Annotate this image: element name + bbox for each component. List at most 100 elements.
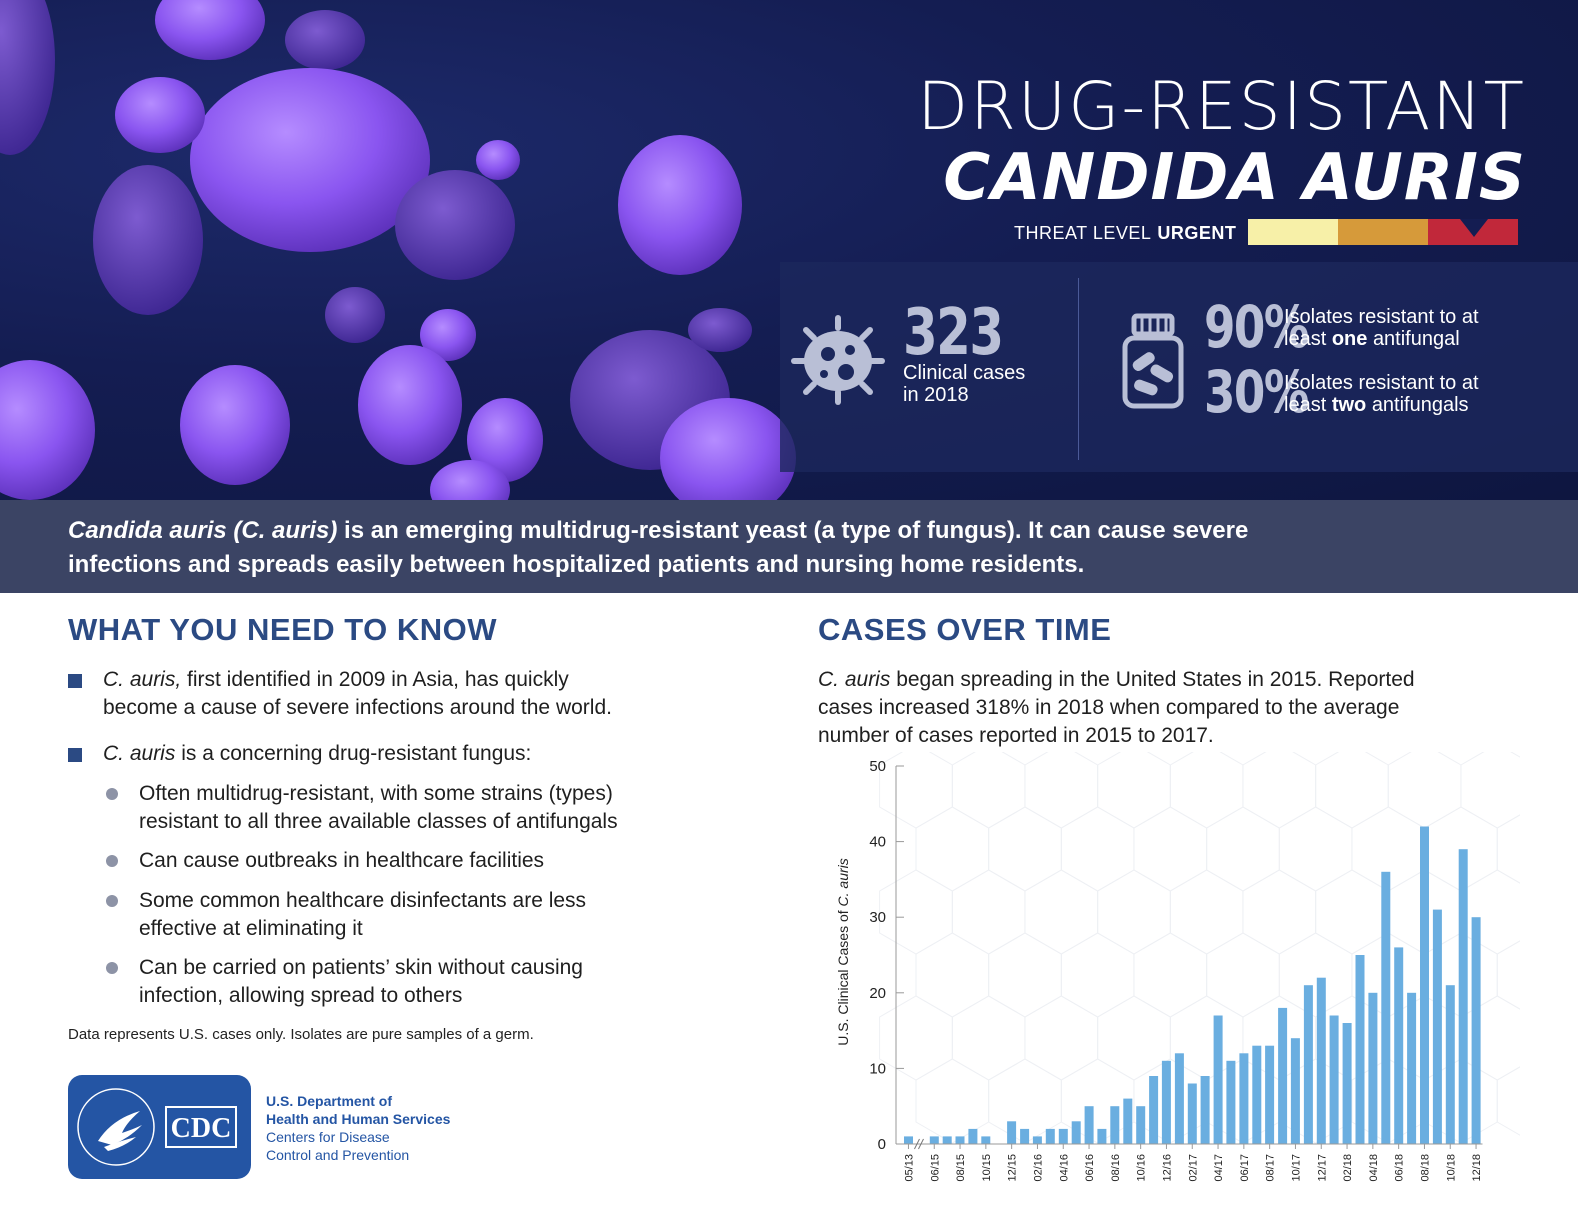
hex-cell xyxy=(1242,869,1317,955)
bar-05/16 xyxy=(1071,1121,1081,1144)
hex-cell xyxy=(879,752,953,829)
bar-12/18 xyxy=(1471,917,1481,1144)
hex-cell xyxy=(1097,752,1171,829)
x-tick-label: 10/17 xyxy=(1290,1154,1302,1182)
cases-over-time-chart: 0 10 20 30 40 50 05/13 06/15 08/15 10/15 12/15 02/… xyxy=(835,752,1520,1182)
bar-01/16 xyxy=(1020,1128,1030,1144)
bar-11/17 xyxy=(1303,985,1313,1144)
threat-segment-urgent xyxy=(1428,219,1518,245)
cases-label-line-1: Clinical cases xyxy=(903,362,1026,384)
y-tick-label: 10 xyxy=(869,1060,886,1077)
round-bullet-icon xyxy=(106,788,118,800)
hex-cell xyxy=(915,1058,990,1144)
stat2-line-1: Isolates resistant to at xyxy=(1284,372,1479,394)
y-tick-label: 30 xyxy=(869,909,886,926)
hex-cell xyxy=(879,995,953,1081)
y-axis-label: U.S. Clinical Cases of C. auris xyxy=(835,858,851,1046)
bar-08/16 xyxy=(1110,1106,1120,1144)
bar-11/16 xyxy=(1149,1076,1159,1144)
x-tick-label: 05/13 xyxy=(903,1154,915,1182)
hex-cell xyxy=(1278,932,1353,1018)
y-tick-label: 50 xyxy=(869,758,886,775)
hex-cell xyxy=(1496,1066,1520,1136)
hex-cell xyxy=(1024,869,1099,955)
hex-cell xyxy=(951,869,1026,955)
x-tick-label: 08/17 xyxy=(1265,1154,1277,1182)
hex-cell xyxy=(1460,995,1520,1081)
x-tick-label: 02/17 xyxy=(1187,1154,1199,1182)
bar-07/17 xyxy=(1252,1045,1262,1144)
stat2-text: Isolates resistant to at least two antif… xyxy=(1284,372,1479,416)
bar-06/15 xyxy=(929,1136,939,1144)
cases-intro: C. auris began spreading in the United S… xyxy=(818,668,1415,747)
org-line-2: Health and Human Services xyxy=(266,1111,451,1127)
org-line-4: Control and Prevention xyxy=(266,1147,410,1163)
x-tick-label: 12/18 xyxy=(1471,1154,1483,1182)
cdc-logo-text: CDC xyxy=(171,1113,232,1144)
x-tick-label: 04/16 xyxy=(1058,1154,1070,1182)
x-tick-label: 12/15 xyxy=(1007,1154,1019,1182)
hex-cell xyxy=(951,752,1026,829)
cases-heading: CASES OVER TIME xyxy=(818,612,1112,647)
hex-cell xyxy=(988,806,1062,892)
x-tick-label: 04/18 xyxy=(1368,1154,1380,1182)
x-tick-label: 08/18 xyxy=(1419,1154,1431,1182)
x-axis: 05/13 06/15 08/15 10/15 12/15 02/16 04/16 06/16… xyxy=(896,1138,1483,1182)
stat2-line-2: least two antifungals xyxy=(1284,394,1469,416)
hex-cell xyxy=(1496,814,1520,884)
hex-cell xyxy=(1315,752,1389,829)
know-bullet-2: C. auris is a concerning drug-resistant … xyxy=(103,742,532,765)
bar-05/17 xyxy=(1226,1060,1236,1144)
threat-level-bar xyxy=(1248,219,1518,245)
hex-cell xyxy=(1242,752,1317,829)
yeast-cells-illustration xyxy=(0,0,796,500)
stat1-line-1: Isolates resistant to at xyxy=(1284,306,1479,328)
bar-10/16 xyxy=(1136,1106,1146,1144)
bar-09/15 xyxy=(968,1128,978,1144)
y-axis: 0 10 20 30 40 50 xyxy=(869,758,904,1153)
hex-cell xyxy=(1278,806,1353,892)
threat-label: THREAT LEVEL xyxy=(1014,222,1152,243)
hex-cell xyxy=(988,932,1062,1018)
threat-segment-concerning xyxy=(1248,219,1338,245)
hex-cell xyxy=(951,995,1026,1081)
x-tick-label: 12/16 xyxy=(1161,1154,1173,1182)
hex-cell xyxy=(879,869,953,955)
square-bullet-icon xyxy=(68,674,82,688)
bar-06/18 xyxy=(1394,947,1404,1144)
x-tick-label: 02/16 xyxy=(1032,1154,1044,1182)
hex-cell xyxy=(1024,752,1099,829)
bar-08/15 xyxy=(955,1136,965,1144)
x-tick-label: 10/15 xyxy=(981,1154,993,1182)
bar-11/18 xyxy=(1458,849,1468,1144)
threat-value: URGENT xyxy=(1157,222,1237,243)
bar-01/17 xyxy=(1174,1053,1184,1144)
bar-12/17 xyxy=(1316,977,1326,1144)
x-tick-label: 08/15 xyxy=(955,1154,967,1182)
organization-name: U.S. Department of Health and Human Serv… xyxy=(266,1092,450,1164)
bar-10/17 xyxy=(1290,1038,1300,1144)
org-line-1: U.S. Department of xyxy=(266,1093,393,1109)
bar-06/17 xyxy=(1239,1053,1249,1144)
hhs-eagle-icon: CDC xyxy=(77,1088,237,1166)
hex-cell xyxy=(1387,752,1462,829)
bar-01/18 xyxy=(1329,1015,1339,1144)
cases-label: Clinical cases in 2018 xyxy=(903,362,1025,406)
bar-03/18 xyxy=(1355,955,1365,1144)
x-tick-label: 04/17 xyxy=(1213,1154,1225,1182)
data-note: Data represents U.S. cases only. Isolate… xyxy=(68,1026,534,1043)
know-sub-bullet-4: Can be carried on patients’ skin without… xyxy=(139,956,583,1007)
x-tick-label: 06/18 xyxy=(1394,1154,1406,1182)
bar-04/16 xyxy=(1058,1128,1068,1144)
summary-text: Candida auris (C. auris) is an emerging … xyxy=(68,517,1249,578)
hex-cell xyxy=(1097,869,1171,955)
threat-segment-serious xyxy=(1338,219,1428,245)
bar-09/16 xyxy=(1123,1098,1133,1144)
summary-banner: Candida auris (C. auris) is an emerging … xyxy=(0,500,1578,593)
hex-cell xyxy=(1460,752,1520,829)
bar-03/16 xyxy=(1045,1128,1055,1144)
x-tick-label: 06/16 xyxy=(1084,1154,1096,1182)
square-bullet-icon xyxy=(68,748,82,762)
hex-cell xyxy=(1315,869,1389,955)
bar-09/18 xyxy=(1432,909,1442,1144)
